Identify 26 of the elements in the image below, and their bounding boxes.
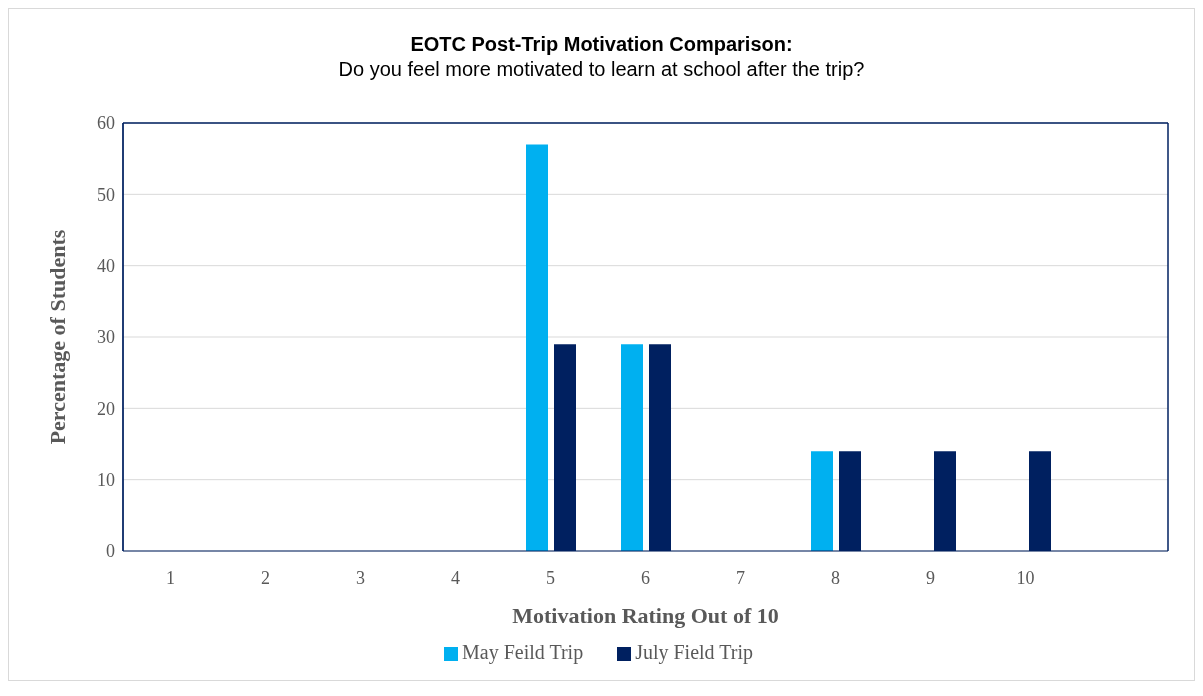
y-tick-label: 40	[97, 256, 115, 277]
bar	[526, 144, 548, 551]
x-tick-label: 6	[641, 567, 650, 588]
y-tick-label: 20	[97, 398, 115, 419]
legend-label: May Feild Trip	[462, 641, 584, 663]
x-tick-label: 10	[1016, 567, 1035, 588]
chart-title: EOTC Post-Trip Motivation Comparison:	[409, 33, 794, 56]
bar	[811, 451, 833, 551]
chart-subtitle: Do you feel more motivated to learn at school after the trip?	[337, 58, 866, 81]
x-axis-title: Motivation Rating Out of 10	[512, 603, 779, 628]
x-tick-label: 1	[166, 567, 175, 588]
y-tick-label: 0	[106, 541, 115, 562]
x-tick-label: 2	[261, 567, 270, 588]
x-tick-label: 4	[451, 567, 460, 588]
y-tick-label: 50	[97, 184, 115, 205]
x-tick-label: 5	[546, 567, 555, 588]
y-tick-label: 10	[97, 470, 115, 491]
x-tick-label: 7	[736, 567, 745, 588]
x-tick-label: 3	[356, 567, 365, 588]
x-tick-label: 9	[926, 567, 935, 588]
x-tick-label: 8	[831, 567, 840, 588]
y-axis-title: Percentage of Students	[44, 229, 70, 445]
legend-label: July Field Trip	[635, 641, 753, 663]
bar	[621, 344, 643, 551]
y-tick-label: 30	[97, 327, 115, 348]
y-tick-label: 60	[97, 113, 115, 134]
